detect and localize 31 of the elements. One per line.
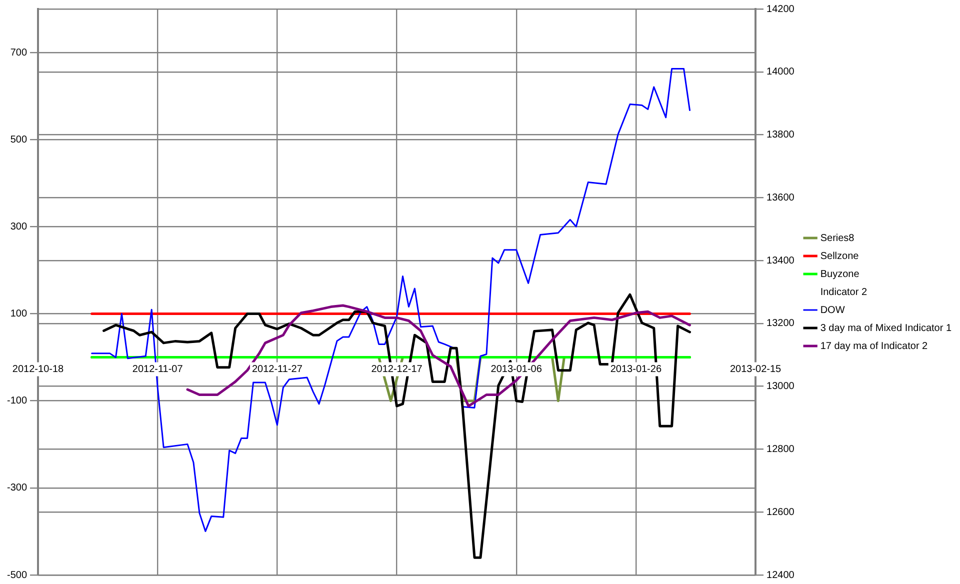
x-tick-label: 2012-11-27 xyxy=(252,364,303,376)
legend-label: 17 day ma of Indicator 2 xyxy=(820,340,928,352)
y-tick-label: -100 xyxy=(7,396,28,407)
y2-tick-label: 13000 xyxy=(766,381,795,392)
legend-label: Series8 xyxy=(820,232,855,244)
y2-tick-label: 12400 xyxy=(766,570,795,581)
legend-label: Buyzone xyxy=(820,268,860,280)
y2-tick-label: 14200 xyxy=(766,4,795,15)
y2-tick-label: 13200 xyxy=(766,318,795,330)
y-tick-label: -300 xyxy=(7,482,28,494)
y2-tick-label: 12800 xyxy=(766,444,795,455)
text: Indicator 2 xyxy=(820,286,868,298)
legend-label: 3 day ma of Mixed Indicator 1 xyxy=(820,322,952,334)
y2-tick-label: 14000 xyxy=(766,66,795,78)
x-tick-label: 2012-12-17 xyxy=(371,364,423,376)
y-tick-label: 700 xyxy=(10,47,28,58)
y-tick-label: 100 xyxy=(10,308,28,320)
x-tick-label: 2012-11-07 xyxy=(132,364,184,376)
y-tick-label: -500 xyxy=(7,570,28,581)
x-tick-label: 2013-01-06 xyxy=(490,364,542,376)
y2-tick-label: 13400 xyxy=(766,255,795,266)
y2-tick-label: 12600 xyxy=(766,506,795,518)
x-tick-label: 2012-10-18 xyxy=(12,364,64,376)
y-tick-label: 300 xyxy=(10,221,28,232)
legend-label: DOW xyxy=(820,304,846,316)
legend-label: Sellzone xyxy=(820,250,860,262)
y-tick-label: 500 xyxy=(10,134,28,146)
x-tick-label: 2013-02-15 xyxy=(730,364,782,376)
x-tick-label: 2013-01-26 xyxy=(610,364,662,376)
y2-tick-label: 13600 xyxy=(766,192,795,204)
y2-tick-label: 13800 xyxy=(766,130,795,141)
